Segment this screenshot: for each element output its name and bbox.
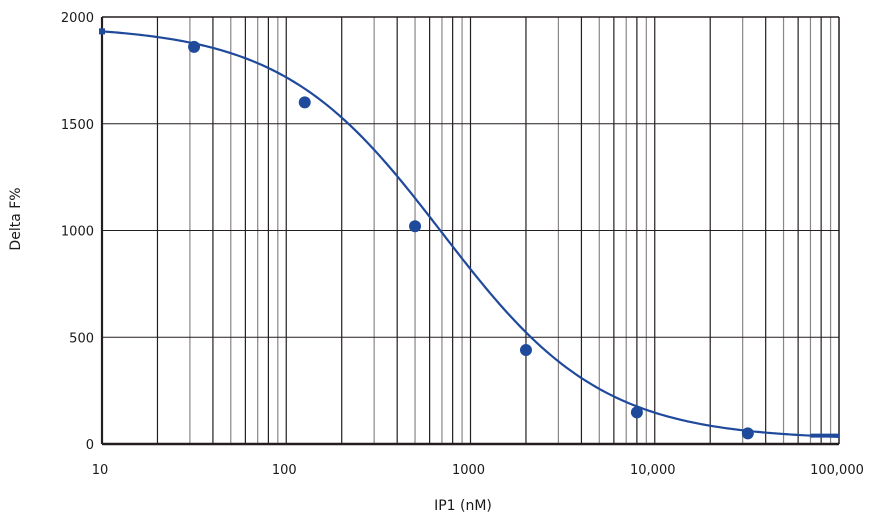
data-point — [298, 96, 311, 109]
y-tick-label: 0 — [86, 438, 94, 453]
data-point — [630, 406, 643, 419]
y-tick-labels: 0 500 1000 1500 2000 — [61, 11, 94, 453]
data-point — [188, 40, 201, 53]
data-point — [519, 344, 532, 357]
curve-start-marker — [99, 28, 105, 35]
y-tick-label: 1500 — [61, 118, 94, 133]
x-tick-label: 100 — [272, 463, 297, 478]
y-tick-label: 2000 — [61, 11, 94, 26]
fitted-curve — [99, 28, 840, 438]
y-tick-label: 1000 — [61, 225, 94, 240]
y-axis-label: Delta F% — [8, 187, 24, 250]
x-tick-label: 10 — [92, 463, 109, 478]
x-tick-label: 1000 — [452, 463, 485, 478]
curve-line — [101, 30, 840, 438]
data-points — [188, 40, 754, 440]
y-tick-label: 500 — [69, 331, 94, 346]
x-tick-labels: 10 100 1000 10,000 100,000 — [92, 463, 864, 478]
axes — [100, 16, 840, 446]
x-axis-label: IP1 (nM) — [434, 498, 492, 514]
x-tick-label: 10,000 — [630, 463, 676, 478]
data-point — [409, 220, 422, 233]
data-point — [741, 427, 754, 440]
x-tick-label: 100,000 — [810, 463, 864, 478]
